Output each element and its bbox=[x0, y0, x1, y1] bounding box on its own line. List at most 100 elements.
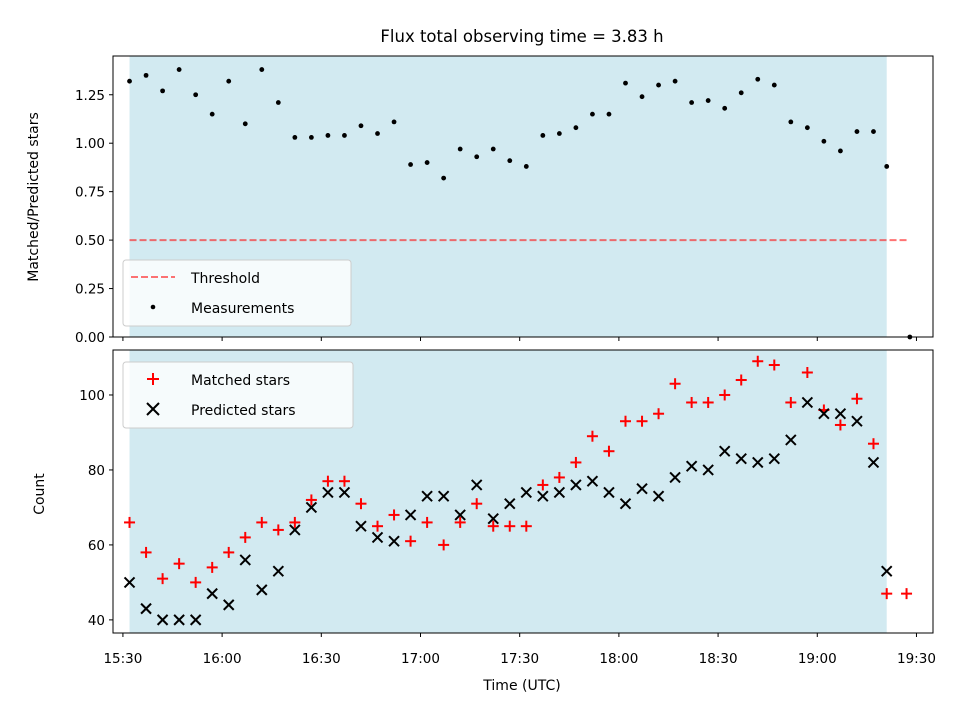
measurement-point bbox=[209, 111, 215, 117]
matched-star-point bbox=[305, 494, 317, 506]
x-tick-label: 17:30 bbox=[500, 651, 539, 667]
predicted-star-point bbox=[256, 584, 268, 596]
predicted-star-point bbox=[239, 554, 251, 566]
predicted-star-point bbox=[140, 602, 152, 615]
measurement-point bbox=[457, 146, 463, 152]
matched-star-point bbox=[752, 355, 764, 367]
predicted-star-point bbox=[504, 497, 516, 510]
predicted-star-point bbox=[586, 475, 599, 487]
measurement-point bbox=[523, 164, 529, 169]
y-tick-label: 1.25 bbox=[75, 88, 105, 104]
measurement-point bbox=[342, 133, 347, 138]
measurement-point bbox=[308, 134, 314, 140]
x-tick-label: 18:30 bbox=[699, 651, 738, 667]
matched-star-point bbox=[338, 475, 350, 487]
predicted-star-point bbox=[355, 520, 367, 532]
predicted-star-point bbox=[636, 482, 648, 495]
matched-star-point bbox=[471, 498, 483, 510]
predicted-star-point bbox=[851, 415, 863, 427]
measurement-point bbox=[672, 78, 678, 84]
predicted-star-point bbox=[603, 486, 615, 499]
measurement-point bbox=[325, 133, 331, 138]
measurement-point bbox=[590, 111, 595, 117]
x-tick-label: 19:30 bbox=[897, 651, 936, 667]
measurement-point bbox=[755, 76, 761, 82]
matched-star-point bbox=[256, 516, 268, 528]
matched-star-point bbox=[372, 520, 384, 532]
threshold-legend-label: Threshold bbox=[190, 271, 260, 287]
matched-star-point bbox=[140, 546, 152, 558]
y-tick-label: 40 bbox=[88, 613, 105, 629]
measurement-point bbox=[408, 162, 413, 167]
predicted-star-point bbox=[867, 456, 880, 469]
matched-star-point bbox=[686, 396, 698, 408]
matched-star-point bbox=[206, 561, 218, 573]
x-tick-label: 18:00 bbox=[599, 651, 638, 667]
measurement-point bbox=[639, 94, 645, 100]
chart-title: Flux total observing time = 3.83 h bbox=[380, 27, 663, 46]
bottom-legend-box bbox=[122, 361, 354, 429]
bottom-axes-frame bbox=[112, 349, 934, 634]
matched-star-point bbox=[454, 516, 466, 528]
measurement-point bbox=[623, 80, 628, 86]
predicted-star-point bbox=[881, 565, 893, 577]
matched-star-point bbox=[272, 524, 284, 536]
y-tick-label: 0.75 bbox=[75, 185, 105, 201]
matched-star-point bbox=[504, 520, 516, 532]
measurement-point bbox=[143, 72, 149, 78]
matched-stars-legend-marker bbox=[147, 373, 159, 385]
matched-star-point bbox=[735, 374, 747, 386]
predicted-star-point bbox=[371, 531, 384, 544]
matched-star-point bbox=[173, 558, 185, 570]
matched-star-point bbox=[289, 516, 301, 528]
measurement-point bbox=[606, 111, 612, 117]
matched-star-point bbox=[223, 546, 235, 558]
predicted-star-point bbox=[702, 464, 714, 476]
measurement-point bbox=[176, 67, 182, 72]
matched-star-point bbox=[702, 396, 714, 408]
matched-star-point bbox=[438, 539, 450, 551]
matched-star-point bbox=[553, 471, 565, 483]
matched-star-point bbox=[851, 393, 863, 405]
matched-star-point bbox=[124, 516, 136, 528]
predicted-star-point bbox=[735, 452, 747, 465]
matched-star-point bbox=[867, 438, 879, 450]
matched-star-point bbox=[881, 588, 893, 600]
measurement-point bbox=[275, 100, 281, 105]
matched-star-point bbox=[768, 359, 780, 371]
measurement-point bbox=[821, 138, 827, 144]
matched-star-point bbox=[620, 415, 631, 427]
matched-star-point bbox=[669, 378, 681, 390]
predicted-star-point bbox=[619, 497, 632, 510]
measurement-point bbox=[375, 131, 380, 136]
x-tick-label: 17:00 bbox=[401, 651, 440, 667]
measurement-point bbox=[490, 146, 496, 152]
matched-star-point bbox=[719, 389, 731, 401]
measurement-point bbox=[738, 90, 744, 96]
predicted-stars-legend-label: Predicted stars bbox=[191, 403, 296, 419]
measurement-point bbox=[884, 164, 890, 169]
y-tick-label: 0.25 bbox=[75, 282, 105, 298]
matched-star-point bbox=[834, 419, 846, 431]
matched-star-point bbox=[322, 475, 334, 487]
top-panel: 0.00 0.25 0.50 0.75 1.00 1.25 Matched/Predict… bbox=[26, 55, 934, 346]
predicted-star-point bbox=[206, 587, 218, 600]
y-tick-label: 60 bbox=[88, 538, 105, 554]
count-points bbox=[123, 355, 913, 626]
measurement-point bbox=[838, 148, 843, 154]
bottom-y-ticks: 40 60 80 100 bbox=[79, 388, 113, 629]
y-tick-label: 100 bbox=[79, 388, 105, 404]
measurement-point bbox=[242, 121, 248, 127]
measurement-point bbox=[722, 105, 728, 111]
top-y-ticks: 0.00 0.25 0.50 0.75 1.00 1.25 bbox=[75, 88, 113, 346]
predicted-star-point bbox=[338, 486, 351, 499]
measurement-point bbox=[705, 98, 711, 103]
predicted-star-point bbox=[471, 479, 483, 491]
predicted-star-point bbox=[685, 460, 698, 472]
matched-star-point bbox=[901, 588, 913, 600]
predicted-star-point bbox=[156, 614, 169, 626]
predicted-star-point bbox=[801, 396, 814, 409]
measurement-point bbox=[788, 119, 794, 125]
predicted-star-point bbox=[553, 486, 566, 499]
